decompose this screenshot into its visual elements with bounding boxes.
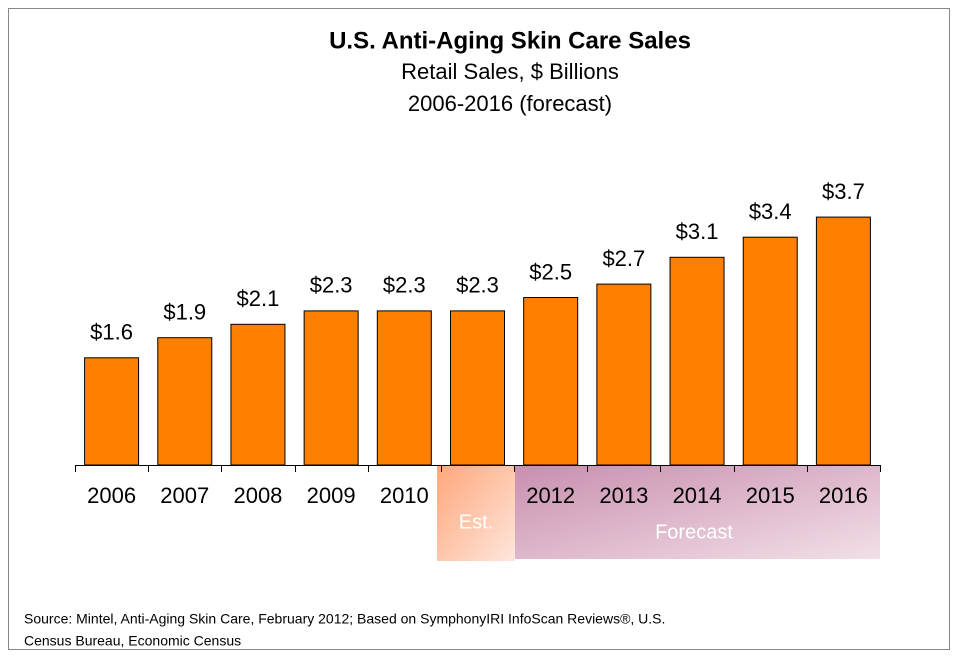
bar — [815, 216, 871, 466]
bar — [742, 236, 798, 466]
data-label: $1.6 — [90, 320, 133, 345]
x-tick-label: 2009 — [307, 483, 356, 508]
bar — [303, 310, 359, 466]
data-label: $3.1 — [676, 219, 719, 244]
x-tick-label: 2010 — [380, 483, 429, 508]
data-label: $3.7 — [822, 179, 865, 204]
bar — [596, 283, 652, 466]
data-label: $2.3 — [310, 273, 353, 298]
forecast-label: Forecast — [655, 521, 733, 543]
bar — [230, 323, 286, 466]
data-label: $2.5 — [529, 259, 572, 284]
data-label: $2.1 — [237, 286, 280, 311]
x-tick-label: 2016 — [819, 483, 868, 508]
x-tick-label: 2012 — [526, 483, 575, 508]
data-label: $1.9 — [163, 300, 206, 325]
data-label: $2.3 — [456, 273, 499, 298]
x-tick-label: 2006 — [87, 483, 136, 508]
forecast-box — [515, 466, 880, 559]
chart-subtitle: 2006-2016 (forecast) — [408, 91, 612, 116]
x-tick-label: 2013 — [599, 483, 648, 508]
bar — [450, 310, 505, 466]
source-note: Census Bureau, Economic Census — [24, 633, 241, 649]
x-tick-label: 2014 — [673, 483, 722, 508]
x-tick-label: 2015 — [746, 483, 795, 508]
data-label: $2.3 — [383, 273, 426, 298]
data-label: $3.4 — [749, 199, 792, 224]
x-tick-label: 2007 — [160, 483, 209, 508]
estimate-box — [437, 466, 515, 561]
estimate-label: Est. — [459, 511, 493, 533]
bar — [84, 357, 140, 466]
data-label: $2.7 — [602, 246, 645, 271]
x-tick-label: 2008 — [233, 483, 282, 508]
bar — [157, 337, 213, 466]
bar — [669, 256, 725, 466]
source-note: Source: Mintel, Anti-Aging Skin Care, Fe… — [24, 611, 665, 627]
bar — [376, 310, 432, 466]
chart-title: U.S. Anti-Aging Skin Care Sales — [329, 27, 691, 54]
chart-subtitle: Retail Sales, $ Billions — [401, 59, 619, 84]
bar — [523, 297, 579, 466]
